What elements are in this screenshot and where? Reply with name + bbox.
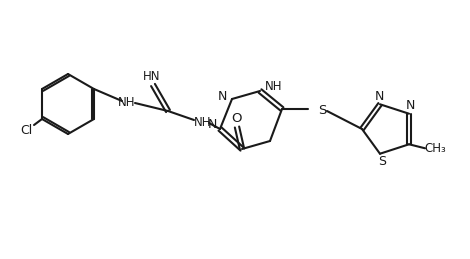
Text: S: S <box>318 104 326 118</box>
Text: Cl: Cl <box>20 124 32 136</box>
Text: NH: NH <box>194 116 212 128</box>
Text: S: S <box>378 155 386 168</box>
Text: N: N <box>217 90 227 104</box>
Text: NH: NH <box>265 81 283 93</box>
Text: CH₃: CH₃ <box>424 142 446 155</box>
Text: N: N <box>405 99 415 112</box>
Text: N: N <box>374 90 384 103</box>
Text: N: N <box>207 118 217 131</box>
Text: O: O <box>232 112 242 125</box>
Text: NH: NH <box>118 96 136 109</box>
Text: HN: HN <box>143 69 161 83</box>
